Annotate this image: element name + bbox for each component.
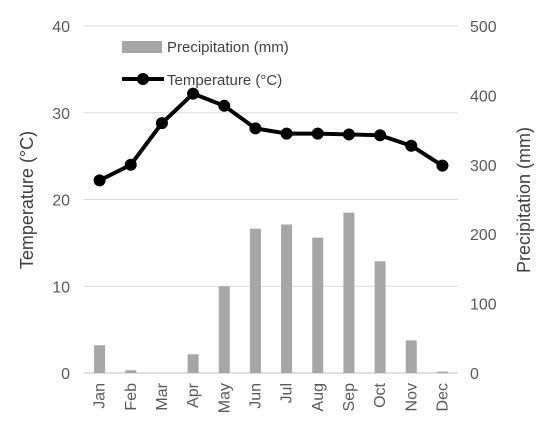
x-tick-label: Nov xyxy=(403,383,420,411)
precipitation-bars xyxy=(94,212,448,373)
x-tick-label: Oct xyxy=(372,382,389,407)
temperature-point xyxy=(218,99,231,112)
x-tick-label: Aug xyxy=(310,383,327,411)
x-tick-label: Mar xyxy=(154,382,171,410)
right-axis-ticks: 0 100 200 300 400 500 xyxy=(470,19,497,383)
right-tick-label: 400 xyxy=(470,88,497,105)
left-tick-label: 10 xyxy=(52,279,70,296)
temperature-point xyxy=(311,127,324,140)
right-tick-label: 300 xyxy=(470,158,497,175)
right-tick-label: 200 xyxy=(470,227,497,244)
x-tick-label: Jul xyxy=(279,383,296,403)
precipitation-bar xyxy=(343,212,355,373)
temperature-point xyxy=(187,87,200,100)
precipitation-bar xyxy=(249,228,261,373)
legend-temperature-marker xyxy=(137,73,149,85)
x-tick-label: Jan xyxy=(92,383,109,409)
precipitation-bar xyxy=(405,340,417,373)
temperature-line xyxy=(98,91,444,183)
left-axis-ticks: 0 10 20 30 40 xyxy=(52,19,70,383)
x-tick-label: Feb xyxy=(123,383,140,411)
precipitation-bar xyxy=(94,345,106,373)
precipitation-bar xyxy=(218,286,230,373)
legend-precipitation-label: Precipitation (mm) xyxy=(167,39,289,56)
right-axis-title: Precipitation (mm) xyxy=(514,127,534,273)
x-tick-label: Apr xyxy=(185,382,202,408)
right-tick-label: 500 xyxy=(470,19,497,36)
left-tick-label: 20 xyxy=(52,193,70,210)
x-tick-label: Sep xyxy=(341,383,358,412)
temperature-point xyxy=(342,128,355,141)
precipitation-bar xyxy=(187,354,199,373)
precipitation-bar xyxy=(312,237,324,373)
x-tick-label: Jun xyxy=(247,383,264,409)
x-tick-label: Dec xyxy=(434,383,451,411)
temperature-line-group xyxy=(93,87,449,187)
temperature-point xyxy=(93,174,106,187)
precipitation-bar xyxy=(436,371,448,373)
temperature-point xyxy=(374,129,387,142)
legend-temperature-label: Temperature (°C) xyxy=(167,72,282,89)
temperature-point xyxy=(280,127,293,140)
left-axis-title: Temperature (°C) xyxy=(17,131,37,269)
temperature-point xyxy=(155,117,168,130)
legend-precipitation-swatch xyxy=(122,41,162,53)
precipitation-bar xyxy=(374,261,386,373)
temperature-point xyxy=(405,139,418,152)
left-tick-label: 0 xyxy=(61,366,70,383)
x-tick-label: May xyxy=(216,383,233,413)
right-tick-label: 100 xyxy=(470,297,497,314)
right-tick-label: 0 xyxy=(470,366,479,383)
temperature-point xyxy=(249,122,262,135)
temperature-point xyxy=(436,159,449,172)
left-tick-label: 30 xyxy=(52,106,70,123)
precipitation-bar xyxy=(281,224,293,373)
x-axis-ticks: Jan Feb Mar Apr May Jun Jul Aug Sep Oct Nov Dec xyxy=(92,382,452,413)
temperature-point xyxy=(124,158,137,171)
precipitation-bar xyxy=(125,370,137,373)
gridlines xyxy=(84,25,458,374)
legend: Precipitation (mm) Temperature (°C) xyxy=(122,39,289,89)
left-tick-label: 40 xyxy=(52,19,70,36)
